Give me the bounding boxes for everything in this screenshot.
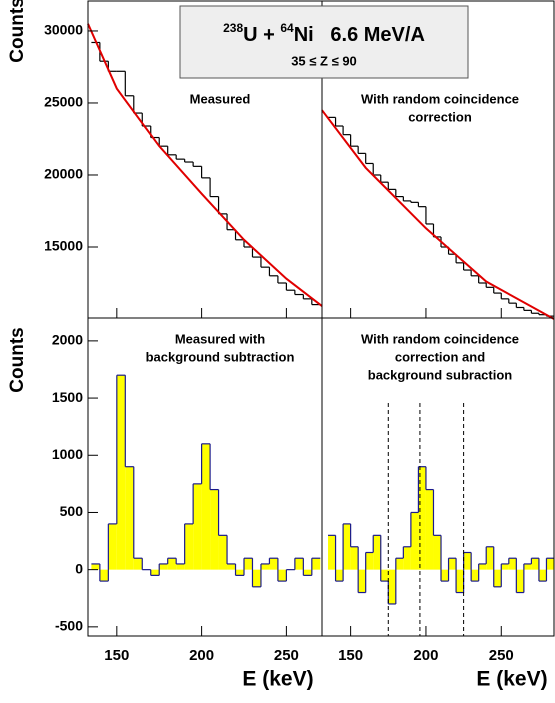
bin-fill <box>448 558 457 570</box>
panel-label: correction and <box>395 349 485 364</box>
title-part: U + <box>243 24 280 46</box>
bin-fill <box>433 535 442 570</box>
bin-fill <box>395 558 404 570</box>
bin-fill <box>358 569 366 593</box>
bin-fill <box>193 483 202 570</box>
bin-fill <box>531 558 539 570</box>
x-tick-label: 250 <box>274 647 299 664</box>
bin-fill <box>159 563 168 570</box>
y-tick-label: 0 <box>75 560 83 576</box>
y-tick-label: 25000 <box>44 94 83 110</box>
bin-fill <box>210 489 219 570</box>
title-box <box>179 5 469 79</box>
bin-fill <box>91 563 100 570</box>
bin-fill <box>546 558 554 570</box>
bin-fill <box>176 563 185 570</box>
y-tick-label: 30000 <box>44 22 83 38</box>
bin-fill <box>388 569 396 604</box>
panel-label: correction <box>408 109 472 124</box>
fit-line <box>87 23 323 307</box>
bin-fill <box>227 563 236 570</box>
bin-fill <box>365 552 374 570</box>
bin-fill <box>516 569 524 593</box>
bin-fill <box>425 489 434 570</box>
y-axis-title: Counts <box>7 0 28 63</box>
bin-fill <box>410 512 419 570</box>
x-tick-label: 150 <box>338 647 363 664</box>
bin-fill <box>538 569 547 582</box>
bin-fill <box>463 552 472 570</box>
x-tick-label: 200 <box>413 647 438 664</box>
y-axis-title: Counts <box>7 327 28 392</box>
bin-fill <box>150 569 160 576</box>
x-tick-label: 200 <box>189 647 214 664</box>
bin-fill <box>311 558 321 570</box>
mass-number: 238 <box>223 21 243 35</box>
mass-number: 64 <box>280 21 294 35</box>
bin-fill <box>269 558 278 570</box>
bin-fill <box>244 558 253 570</box>
bin-fill <box>380 569 389 582</box>
panel-label: With random coincidence <box>361 91 519 106</box>
bin-fill <box>508 558 517 570</box>
panel-label: background subtraction <box>146 349 295 364</box>
fit-line <box>321 109 555 320</box>
bin-fill <box>108 523 117 570</box>
bin-fill <box>403 546 411 570</box>
bin-fill <box>201 443 211 570</box>
x-tick-label: 150 <box>104 647 129 664</box>
bin-fill <box>486 546 494 570</box>
bin-fill <box>441 569 449 582</box>
y-tick-label: 2000 <box>52 332 83 348</box>
bin-fill <box>328 535 336 570</box>
bin-fill <box>501 563 509 570</box>
title-part: Ni 6.6 MeV/A <box>294 24 425 46</box>
x-axis-title: E (keV) <box>476 668 547 691</box>
bin-fill <box>116 375 126 570</box>
panel-label: With random coincidence <box>361 331 519 346</box>
panel-label: background subraction <box>368 367 513 382</box>
bin-fill <box>373 535 381 570</box>
panel-label: Measured with <box>175 331 265 346</box>
bin-fill <box>335 569 344 582</box>
y-tick-label: 15000 <box>44 238 83 254</box>
bin-fill <box>235 569 244 576</box>
bin-fill <box>252 569 261 587</box>
y-tick-label: 1000 <box>52 446 83 462</box>
bin-fill <box>218 535 228 570</box>
bin-fill <box>133 558 143 570</box>
bin-fill <box>478 563 487 570</box>
bin-fill <box>471 569 479 582</box>
bin-fill <box>343 523 351 570</box>
bin-fill <box>456 569 464 593</box>
bin-fill <box>260 563 270 570</box>
y-tick-label: 20000 <box>44 166 83 182</box>
x-tick-label: 250 <box>489 647 514 664</box>
y-tick-label: -500 <box>55 618 83 634</box>
bin-fill <box>99 569 109 582</box>
title: 238U + 64Ni 6.6 MeV/A <box>223 21 425 46</box>
bin-fill <box>350 546 359 570</box>
y-tick-label: 1500 <box>52 389 83 405</box>
bin-fill <box>125 466 134 570</box>
y-tick-label: 500 <box>60 503 84 519</box>
panel-label: Measured <box>190 91 251 106</box>
bin-fill <box>167 558 177 570</box>
bin-fill <box>294 558 304 570</box>
subtitle: 35 ≤ Z ≤ 90 <box>291 53 357 68</box>
bin-fill <box>184 523 194 570</box>
bin-fill <box>303 569 312 576</box>
bin-fill <box>277 569 287 582</box>
frame <box>321 317 555 637</box>
bin-fill <box>493 569 502 587</box>
bin-fill <box>418 466 426 570</box>
x-axis-title: E (keV) <box>242 668 313 691</box>
bin-fill <box>523 563 532 570</box>
